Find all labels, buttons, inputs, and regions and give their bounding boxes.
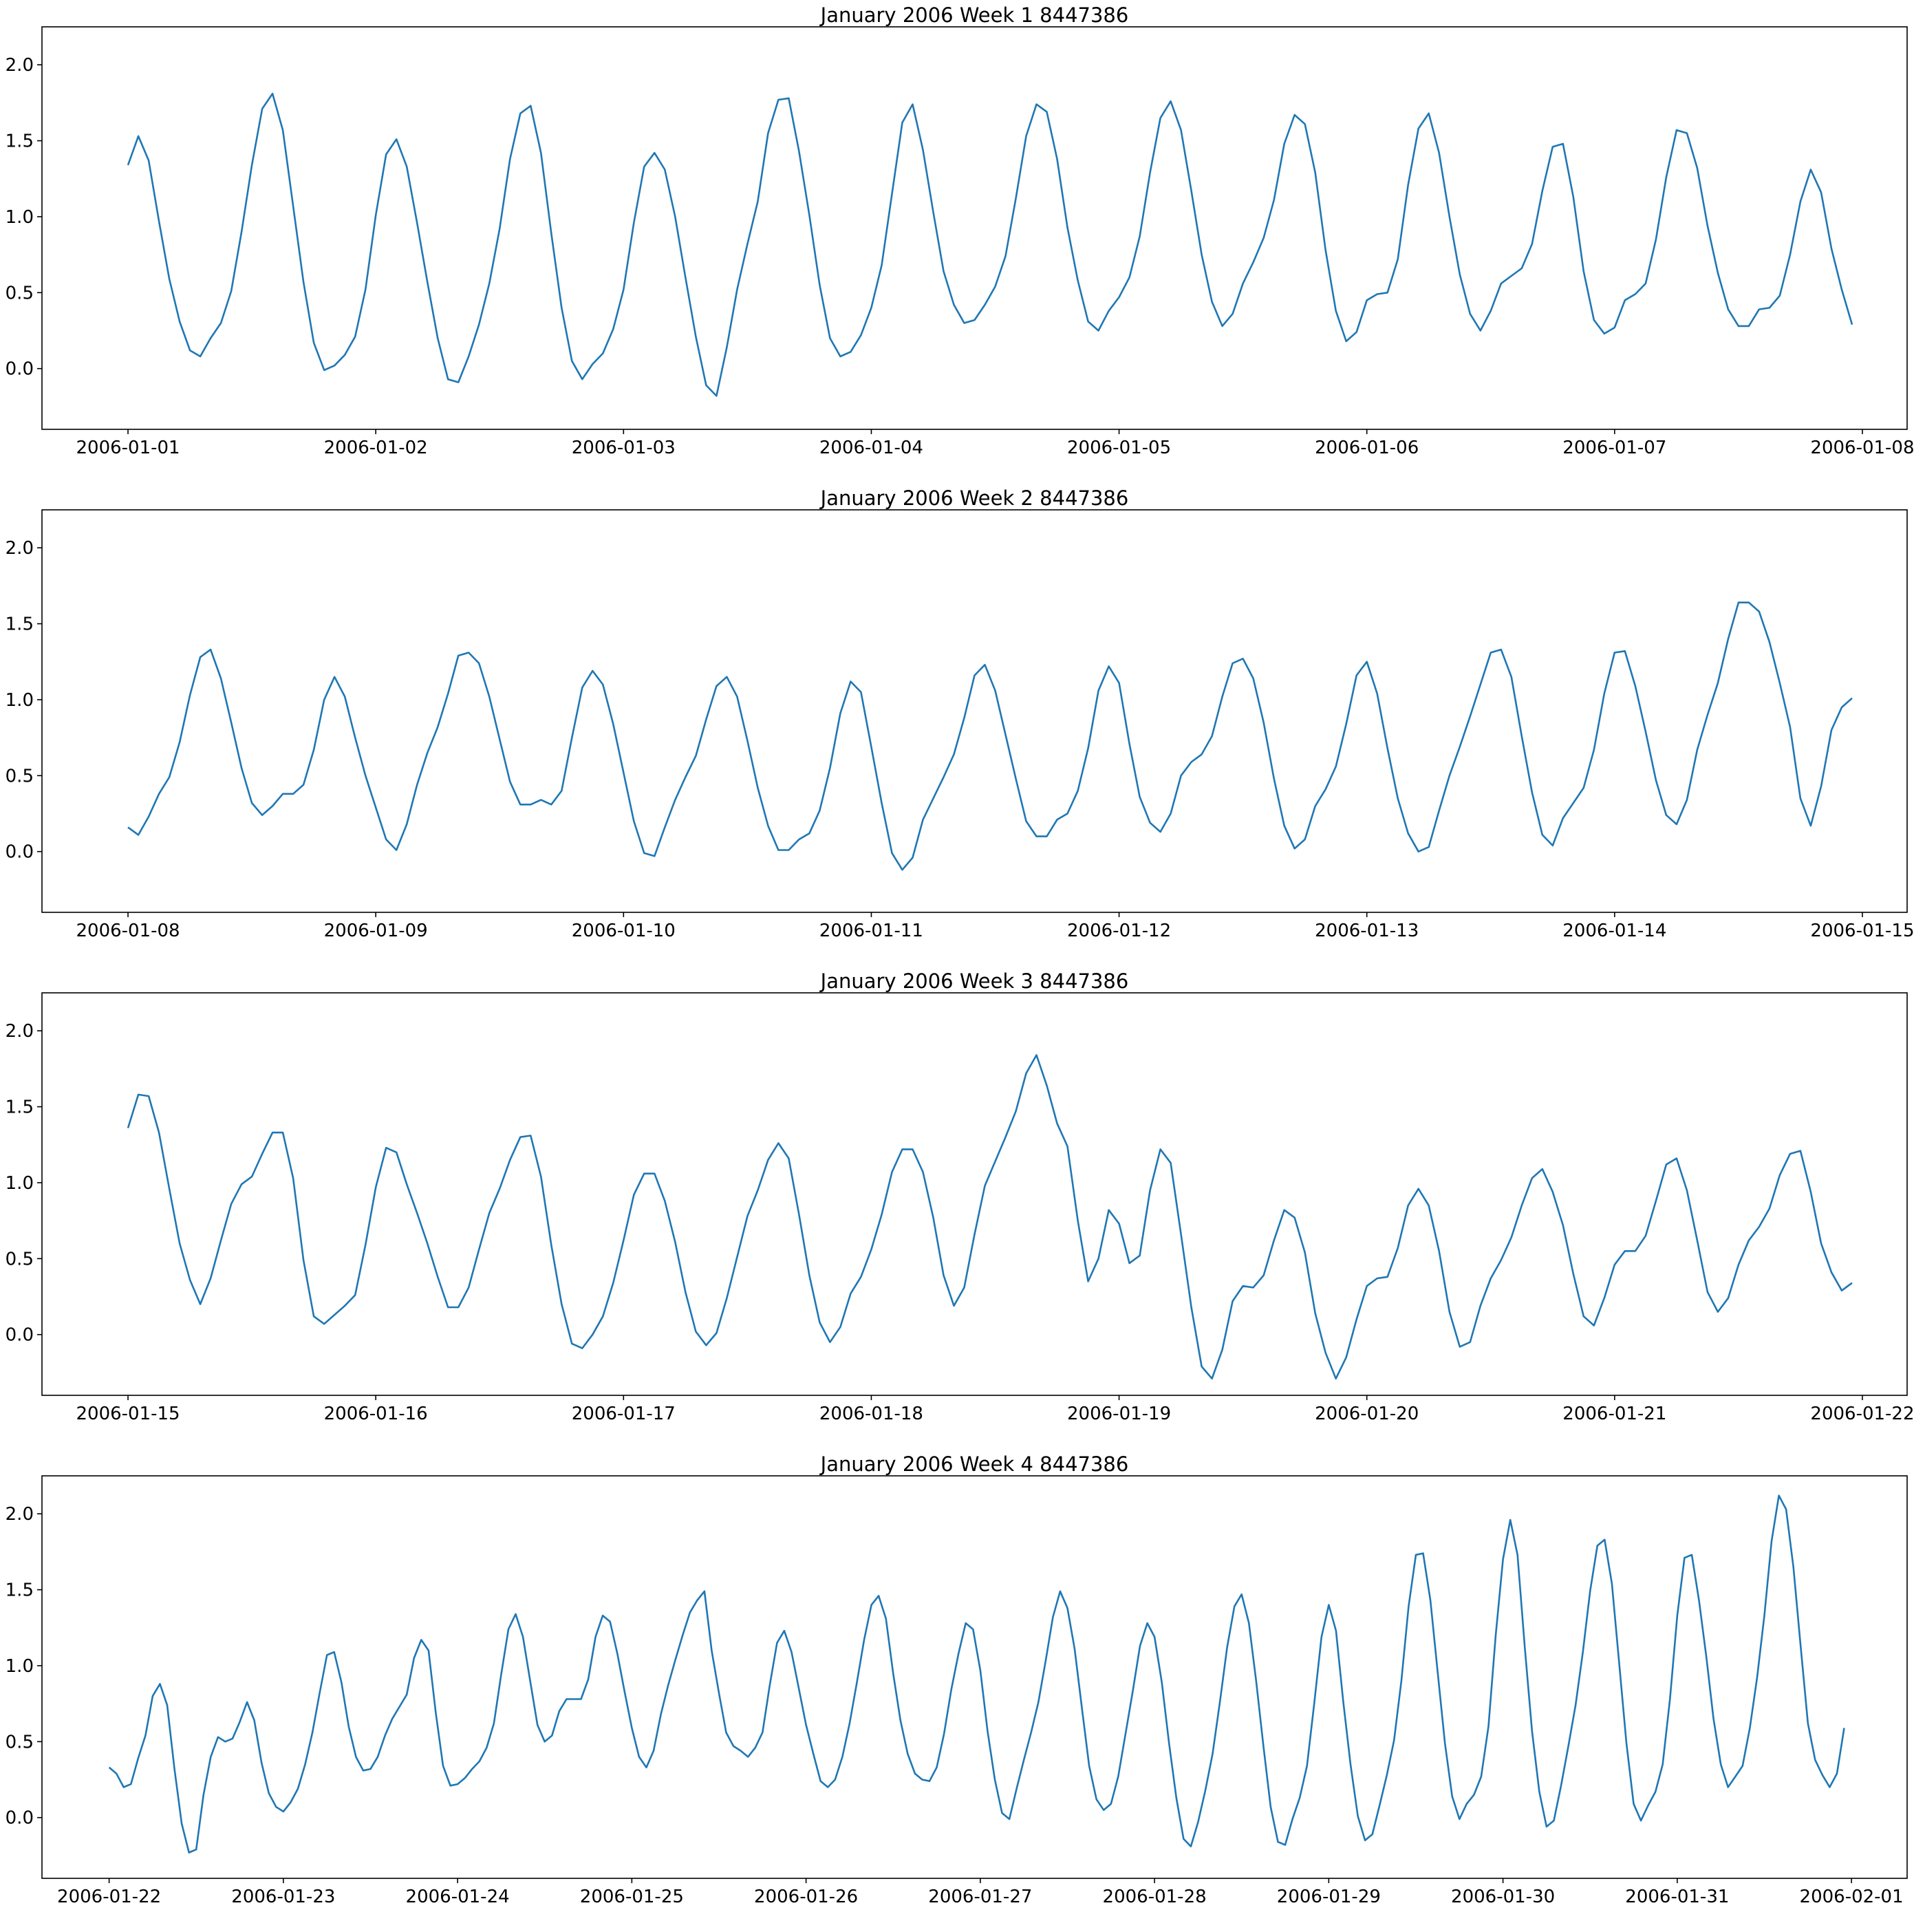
x-tick-label: 2006-01-08 <box>1810 438 1914 458</box>
axes-frame <box>41 1475 1908 1879</box>
x-tick-label: 2006-01-13 <box>1315 921 1419 941</box>
x-tick-label: 2006-01-31 <box>1625 1887 1729 1907</box>
series-line <box>127 601 1853 871</box>
x-tick-label: 2006-01-23 <box>231 1887 335 1907</box>
x-tick-label: 2006-01-16 <box>324 1404 428 1424</box>
chart-svg-week-3: January 2006 Week 3 8447386 0.0 0.5 1.0 1.5 2… <box>6 969 1914 1424</box>
x-tick-label: 2006-01-29 <box>1277 1887 1381 1907</box>
axes-frame <box>41 992 1908 1396</box>
chart-panel-week-3: January 2006 Week 3 8447386 0.0 0.5 1.0 1.5 2… <box>0 966 1914 1449</box>
y-tick-label: 2.0 <box>6 1021 34 1042</box>
y-tick-label: 1.5 <box>6 1580 34 1601</box>
x-tick-label: 2006-01-24 <box>406 1887 510 1907</box>
y-tick-label: 0.0 <box>6 1808 34 1829</box>
x-tick-label: 2006-01-22 <box>57 1887 161 1907</box>
chart-svg-week-4: January 2006 Week 4 8447386 0.0 0.5 1.0 1.5 2… <box>6 1452 1908 1907</box>
x-tick-label: 2006-01-15 <box>1810 921 1914 941</box>
y-tick-label: 0.0 <box>6 842 34 863</box>
x-tick-label: 2006-01-19 <box>1067 1404 1171 1424</box>
x-tick-label: 2006-01-09 <box>324 921 428 941</box>
series-line <box>108 1494 1845 1854</box>
y-tick-label: 2.0 <box>6 538 34 559</box>
y-tick-label: 0.5 <box>6 766 34 786</box>
chart-panel-week-1: January 2006 Week 1 8447386 0.0 0.5 1.0 1.5 2… <box>0 0 1914 483</box>
y-tick-label: 0.5 <box>6 283 34 303</box>
x-tick-label: 2006-01-05 <box>1067 438 1171 458</box>
x-tick-label: 2006-01-30 <box>1451 1887 1555 1907</box>
chart-title: January 2006 Week 4 8447386 <box>819 1452 1129 1476</box>
x-tick-label: 2006-01-21 <box>1562 1404 1666 1424</box>
y-tick-label: 1.0 <box>6 1173 34 1194</box>
x-tick-label: 2006-01-07 <box>1562 438 1666 458</box>
y-tick-label: 0.0 <box>6 359 34 380</box>
series-line <box>127 92 1853 397</box>
axes-frame <box>41 509 1908 913</box>
y-tick-label: 1.0 <box>6 1656 34 1677</box>
x-tick-label: 2006-01-06 <box>1315 438 1419 458</box>
x-tick-label: 2006-01-14 <box>1562 921 1666 941</box>
x-tick-label: 2006-01-03 <box>572 438 676 458</box>
chart-svg-week-2: January 2006 Week 2 8447386 0.0 0.5 1.0 1.5 2… <box>6 486 1914 941</box>
x-tick-label: 2006-01-26 <box>754 1887 858 1907</box>
y-tick-label: 1.0 <box>6 690 34 711</box>
x-tick-label: 2006-01-10 <box>572 921 676 941</box>
axes-frame <box>41 26 1908 430</box>
x-tick-label: 2006-01-12 <box>1067 921 1171 941</box>
y-tick-label: 2.0 <box>6 55 34 76</box>
x-tick-label: 2006-01-01 <box>76 438 180 458</box>
y-tick-label: 0.5 <box>6 1732 34 1752</box>
x-tick-label: 2006-01-27 <box>928 1887 1032 1907</box>
y-tick-label: 1.0 <box>6 207 34 228</box>
y-tick-label: 1.5 <box>6 131 34 152</box>
chart-panel-week-4: January 2006 Week 4 8447386 0.0 0.5 1.0 1.5 2… <box>0 1449 1914 1932</box>
y-tick-label: 1.5 <box>6 1097 34 1118</box>
x-tick-label: 2006-01-02 <box>324 438 428 458</box>
x-tick-label: 2006-01-18 <box>819 1404 923 1424</box>
y-tick-label: 0.0 <box>6 1325 34 1346</box>
y-tick-label: 1.5 <box>6 614 34 635</box>
chart-title: January 2006 Week 3 8447386 <box>819 969 1129 993</box>
x-tick-label: 2006-01-25 <box>580 1887 684 1907</box>
x-tick-label: 2006-01-04 <box>819 438 923 458</box>
x-tick-label: 2006-01-22 <box>1810 1404 1914 1424</box>
chart-panel-week-2: January 2006 Week 2 8447386 0.0 0.5 1.0 1.5 2… <box>0 483 1914 966</box>
x-tick-label: 2006-01-11 <box>819 921 923 941</box>
y-tick-label: 0.5 <box>6 1249 34 1269</box>
chart-svg-week-1: January 2006 Week 1 8447386 0.0 0.5 1.0 1.5 2… <box>6 3 1914 458</box>
series-line <box>127 1054 1853 1380</box>
x-tick-label: 2006-02-01 <box>1800 1887 1904 1907</box>
x-tick-label: 2006-01-28 <box>1103 1887 1207 1907</box>
y-tick-label: 2.0 <box>6 1504 34 1525</box>
x-tick-label: 2006-01-20 <box>1315 1404 1419 1424</box>
x-tick-label: 2006-01-17 <box>572 1404 676 1424</box>
chart-title: January 2006 Week 2 8447386 <box>819 486 1129 510</box>
chart-title: January 2006 Week 1 8447386 <box>819 3 1129 27</box>
x-tick-label: 2006-01-15 <box>76 1404 180 1424</box>
x-tick-label: 2006-01-08 <box>76 921 180 941</box>
